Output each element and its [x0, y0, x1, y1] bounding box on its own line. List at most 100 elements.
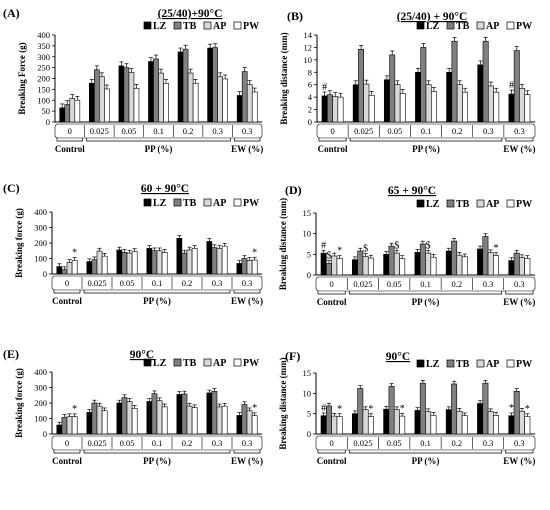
panel-title: 90°C: [130, 349, 154, 361]
legend-swatch: [203, 198, 212, 207]
bar-pw: [524, 416, 531, 435]
bar-tb: [451, 40, 458, 123]
x-tick-label: 0.3: [242, 438, 253, 448]
bar-lz: [446, 71, 453, 123]
x-tick-label: 0.025: [87, 438, 106, 448]
x-tick-label: 0: [65, 438, 69, 448]
bar-lz: [146, 248, 153, 275]
legend-swatch: [173, 198, 182, 207]
bar-pw: [461, 415, 468, 435]
bar-lz: [176, 238, 183, 275]
x-tick-label: 0.025: [353, 438, 372, 448]
legend-swatch: [446, 199, 455, 208]
bar-lz: [477, 64, 484, 123]
significance-mark: *: [252, 247, 257, 258]
bar-tb: [182, 48, 189, 123]
panel-letter: (C): [3, 181, 20, 195]
bar-tb: [482, 236, 489, 276]
x-tick-label: 0.025: [353, 279, 372, 289]
y-tick-label: 0: [46, 117, 50, 127]
y-tick-label: 5: [307, 409, 311, 419]
significance-mark: #: [509, 80, 514, 91]
legend-swatch: [446, 359, 455, 368]
bar-ap: [456, 84, 463, 123]
group-label: EW (%): [231, 144, 263, 154]
bar-tb: [513, 50, 520, 123]
bar-lz: [415, 71, 422, 123]
bar-lz: [383, 408, 390, 435]
x-tick-label: 0.3: [514, 279, 525, 289]
x-tick-label: 0.05: [387, 126, 402, 136]
bar-ap: [487, 411, 494, 435]
legend-swatch: [476, 199, 485, 208]
x-tick-label: 0.05: [121, 126, 136, 136]
bar-ap: [331, 415, 338, 435]
bar-tb: [326, 263, 332, 276]
category-box: [51, 435, 263, 451]
category-box: [51, 275, 263, 291]
bar-tb: [151, 250, 158, 275]
legend-label: AP: [213, 358, 226, 369]
legend-swatch: [233, 358, 242, 367]
bar-lz: [116, 249, 123, 275]
x-tick-label: 0.1: [421, 126, 432, 136]
bar-tb: [482, 40, 489, 123]
y-tick-label: 50: [42, 106, 51, 116]
x-tick-label: 0.3: [483, 279, 494, 289]
bar-pw: [251, 91, 258, 123]
group-bracket: [86, 138, 231, 142]
bar-tb: [513, 390, 520, 435]
legend-label: LZ: [153, 198, 167, 209]
bar-pw: [493, 255, 500, 276]
bar-lz: [351, 259, 358, 276]
significance-mark: $: [326, 251, 331, 262]
group-bracket: [505, 138, 534, 142]
bar-lz: [508, 260, 515, 276]
bar-pw: [461, 256, 468, 276]
x-tick-label: 0.1: [420, 438, 431, 448]
legend-swatch: [233, 21, 242, 30]
x-tick-label: 0.2: [182, 278, 193, 288]
group-label: Control: [317, 297, 347, 307]
panel-c: (C) 60 + 90°C LZ TB AP PW 0 100 200 300 400 Breakin…: [3, 181, 263, 306]
bar-lz: [351, 413, 358, 435]
panel-title: 60 + 90°C: [141, 183, 189, 195]
group-label: Control: [52, 296, 82, 306]
group-bracket: [233, 290, 261, 294]
x-tick-label: 0.1: [152, 278, 163, 288]
x-tick-label: 0.025: [90, 126, 109, 136]
legend-label: AP: [486, 21, 499, 32]
legend-label: TB: [183, 358, 197, 369]
bar-tb: [64, 104, 71, 123]
panel-b: (B) (25/40) + 90°CLZ TB AP PW 0 2 4 6 8 10 12 14 Brea…: [279, 9, 535, 154]
bar-tb: [241, 71, 248, 123]
significance-mark: #: [321, 403, 326, 414]
y-tick-label: 100: [37, 95, 50, 105]
legend-label: AP: [486, 359, 499, 370]
bar-ap: [487, 252, 494, 276]
bar-lz: [236, 415, 243, 435]
group-label: Control: [52, 456, 82, 466]
group-label: PP (%): [412, 144, 440, 154]
bar-ap: [69, 98, 76, 123]
bar-ap: [99, 76, 105, 123]
group-label: Control: [317, 456, 347, 466]
bar-pw: [462, 91, 469, 123]
panel-a: (A) (25/40)+90°CLZ TB AP PW05010015020025030…: [3, 6, 263, 154]
bar-pw: [368, 94, 375, 123]
bar-pw: [337, 96, 344, 123]
bar-tb: [482, 382, 489, 435]
y-tick-label: 0: [307, 429, 311, 439]
bar-tb: [123, 67, 130, 123]
group-label: PP (%): [412, 297, 440, 307]
panel-letter: (A): [3, 6, 20, 20]
category-box: [316, 123, 536, 139]
y-tick-label: 400: [37, 30, 50, 40]
significance-mark: *: [368, 404, 373, 415]
y-tick-label: 150: [37, 84, 50, 94]
bar-pw: [74, 99, 81, 123]
panel-title: (25/40) + 90°C: [397, 11, 468, 23]
y-tick-label: 10: [303, 229, 312, 239]
bar-ap: [96, 250, 103, 275]
bar-lz: [146, 401, 153, 435]
